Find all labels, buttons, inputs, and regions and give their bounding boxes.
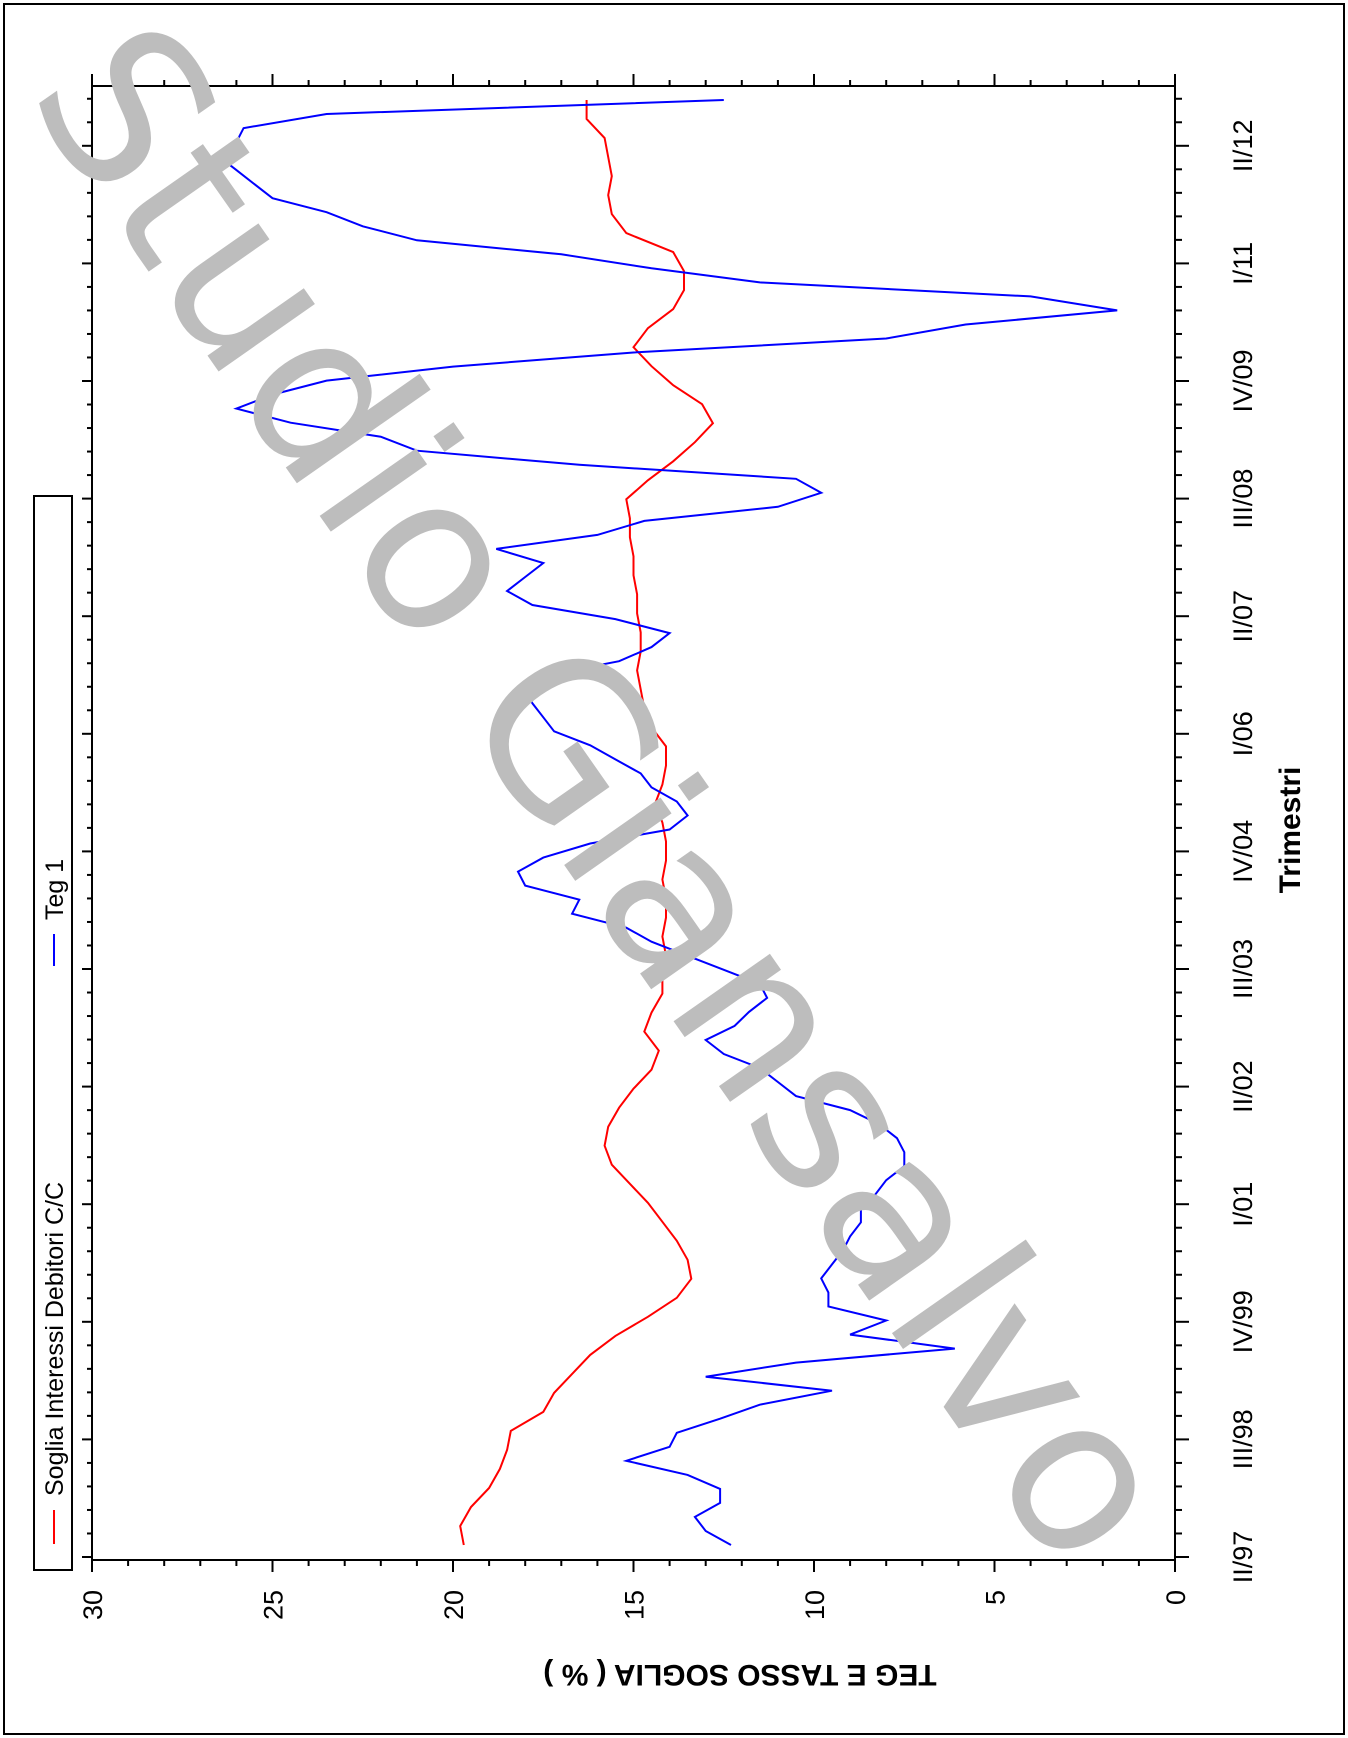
legend: Soglia Interessi Debitori C/C Teg 1 bbox=[33, 495, 73, 1571]
series-layer bbox=[216, 99, 1118, 1546]
x-tick-label: IV/04 bbox=[1228, 820, 1258, 883]
x-tick-label: II/07 bbox=[1228, 590, 1258, 643]
x-tick-label: IV/99 bbox=[1228, 1290, 1258, 1353]
legend-label-teg: Teg 1 bbox=[41, 859, 69, 920]
x-tick-label: III/03 bbox=[1228, 939, 1258, 999]
y-axis-title: TEG E TASSO SOGLIA ( % ) bbox=[543, 1658, 936, 1691]
x-axis-title: Trimestri bbox=[1274, 767, 1307, 894]
y-tick-label: 10 bbox=[800, 1590, 830, 1620]
x-tick-label: II/97 bbox=[1228, 1531, 1258, 1584]
x-tick-label: IV/09 bbox=[1228, 349, 1258, 412]
x-tick-label: II/02 bbox=[1228, 1060, 1258, 1113]
plot-axes: 0 5 10 15 20 25 30 II/97 III/98 IV/99 I/01 II/02 III… bbox=[78, 74, 1258, 1620]
series-line-teg bbox=[216, 99, 1118, 1546]
x-tick-label: I/01 bbox=[1228, 1182, 1258, 1227]
legend-label-soglia: Soglia Interessi Debitori C/C bbox=[41, 1182, 69, 1496]
y-tick-label: 0 bbox=[1161, 1590, 1191, 1605]
y-tick-label: 25 bbox=[259, 1590, 289, 1620]
legend-box bbox=[33, 495, 73, 1571]
y-tick-label: 5 bbox=[981, 1590, 1011, 1605]
series-line-soglia bbox=[459, 100, 715, 1546]
x-tick-label: III/98 bbox=[1228, 1409, 1258, 1469]
x-tick-label: I/06 bbox=[1228, 711, 1258, 756]
x-tick-label: II/12 bbox=[1228, 120, 1258, 173]
x-tick-label: I/11 bbox=[1228, 242, 1258, 285]
x-tick-label: III/08 bbox=[1228, 469, 1258, 529]
y-tick-label: 30 bbox=[78, 1590, 108, 1620]
figure-border bbox=[3, 3, 1345, 1735]
y-tick-label: 20 bbox=[439, 1590, 469, 1620]
y-tick-label: 15 bbox=[620, 1590, 650, 1620]
